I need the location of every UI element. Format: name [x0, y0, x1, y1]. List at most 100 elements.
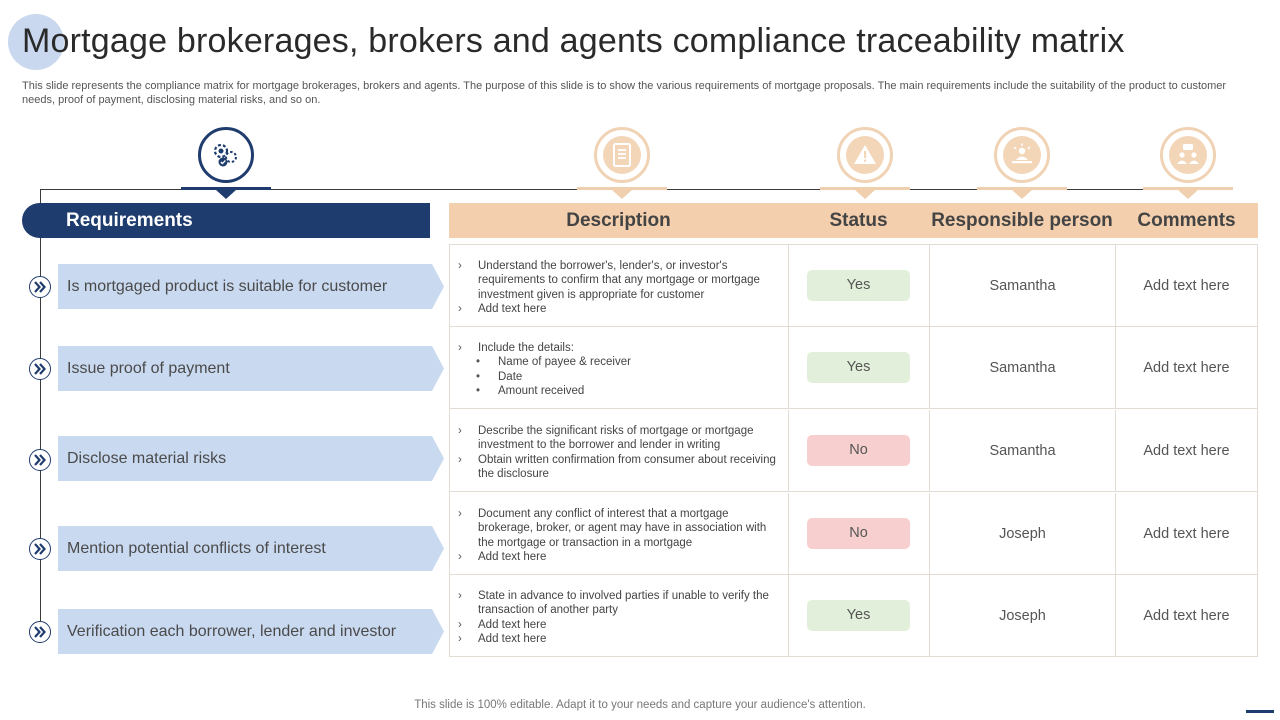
bullet-text: Describe the significant risks of mortga… [478, 425, 754, 452]
table-row: › Document any conflict of interest that … [450, 493, 1257, 575]
bullet-text: Include the details: [478, 342, 574, 354]
requirement-item: Disclose material risks [58, 436, 444, 481]
description-bullet: › Obtain written confirmation from consum… [458, 453, 780, 482]
description-bullet: › Add text here [458, 550, 780, 564]
requirement-shape [58, 609, 444, 654]
status-cell: Yes [789, 327, 930, 409]
person-header: Responsible person [931, 210, 1113, 231]
bullet-marker: • [475, 370, 481, 383]
bullet-text: Add text here [478, 303, 547, 316]
description-pointer [612, 190, 632, 199]
requirement-shape [58, 264, 444, 309]
description-header: Description [566, 210, 671, 231]
description-bullet: › State in advance to involved parties if… [458, 589, 780, 618]
page-subtitle: This slide represents the compliance mat… [22, 80, 1227, 106]
comments-icon-bar [1143, 187, 1233, 190]
status-badge: Yes [807, 352, 910, 383]
corner-accent [1246, 710, 1274, 713]
bullet-marker: › [458, 590, 462, 602]
bullet-marker: › [458, 551, 462, 564]
responsible-person-cell: Samantha [930, 327, 1116, 409]
comment-cell: Add text here [1143, 526, 1230, 542]
requirement-shape [58, 526, 444, 571]
comment-cell: Add text here [1143, 360, 1230, 376]
table-row: › Understand the borrower's, lender's, or… [450, 245, 1257, 327]
matrix-table: › Understand the borrower's, lender's, or… [449, 244, 1258, 657]
chevron-right-icon [29, 449, 51, 471]
table-row: › Describe the significant risks of mortg… [450, 410, 1257, 492]
description-bullet: › Add text here [458, 632, 780, 646]
requirement-label: Verification each borrower, lender and i… [67, 623, 397, 640]
comment-cell: Add text here [1143, 443, 1230, 459]
requirement-item: Mention potential conflicts of interest [58, 526, 444, 571]
bullet-text: Name of payee & receiver [498, 356, 631, 369]
description-cell: › Include the details: • Name of payee & re… [450, 327, 789, 409]
bullet-marker: › [458, 342, 462, 354]
status-badge: Yes [807, 600, 910, 631]
comments-pointer [1178, 190, 1198, 199]
bullet-marker: › [458, 633, 462, 646]
bullet-text: Date [498, 370, 523, 383]
bullet-text: Add text here [478, 633, 547, 646]
description-icon-bar [577, 187, 667, 190]
bullet-text: Document any conflict of interest that a… [478, 508, 767, 549]
description-bullet: › Describe the significant risks of mortg… [458, 424, 780, 453]
bullet-marker: › [458, 508, 462, 520]
status-header: Status [829, 210, 888, 231]
status-badge: No [807, 518, 910, 549]
comments-header: Comments [1137, 210, 1236, 231]
person-pointer [1012, 190, 1032, 199]
requirement-label: Issue proof of payment [67, 360, 230, 377]
status-icon-bar [820, 187, 910, 190]
description-bullet: • Name of payee & receiver [458, 355, 780, 369]
description-cell: › State in advance to involved parties if… [450, 575, 789, 657]
bullet-text: Amount received [498, 385, 585, 398]
warning-icon [837, 127, 893, 183]
responsible-person-cell: Samantha [930, 245, 1116, 327]
bullet-marker: • [475, 385, 481, 398]
description-cell: › Describe the significant risks of mortg… [450, 410, 789, 492]
status-cell: Yes [789, 245, 930, 327]
bullet-marker: › [458, 453, 462, 466]
bullet-text: State in advance to involved parties if … [478, 590, 769, 617]
description-bullet: • Date [458, 370, 780, 384]
compliance-gears-icon [198, 127, 254, 183]
team-icon [1160, 127, 1216, 183]
description-bullet: › Document any conflict of interest that … [458, 507, 780, 550]
status-badge: No [807, 435, 910, 466]
table-header: Description Status Responsible person Co… [449, 203, 1258, 238]
presenter-icon [994, 127, 1050, 183]
status-pointer [855, 190, 875, 199]
description-bullet: • Amount received [458, 384, 780, 398]
status-cell: No [789, 493, 930, 575]
chevron-right-icon [29, 621, 51, 643]
requirement-item: Verification each borrower, lender and i… [58, 609, 444, 654]
description-bullet: › Add text here [458, 302, 780, 316]
bullet-marker: › [458, 260, 462, 272]
responsible-person-cell: Joseph [930, 575, 1116, 657]
chevron-right-icon [29, 538, 51, 560]
bullet-marker: › [458, 425, 462, 437]
requirement-shape [58, 436, 444, 481]
person-icon-bar [977, 187, 1067, 190]
bullet-text: Add text here [478, 618, 547, 631]
requirements-icon-bar [181, 187, 271, 190]
description-bullet: › Add text here [458, 618, 780, 632]
comment-cell: Add text here [1143, 608, 1230, 624]
chevron-right-icon [29, 276, 51, 298]
table-row: › Include the details: • Name of payee & re… [450, 327, 1257, 409]
description-cell: › Understand the borrower's, lender's, or… [450, 245, 789, 327]
requirement-label: Is mortgaged product is suitable for cus… [67, 278, 388, 295]
document-icon [594, 127, 650, 183]
bullet-text: Obtain written confirmation from consume… [478, 453, 776, 481]
bullet-marker: › [458, 618, 462, 631]
requirement-shape [58, 346, 444, 391]
requirements-pointer [216, 190, 236, 199]
bullet-text: Understand the borrower's, lender's, or … [478, 260, 760, 301]
page-title: Mortgage brokerages, brokers and agents … [22, 22, 1125, 60]
responsible-person-cell: Samantha [930, 410, 1116, 492]
bullet-text: Add text here [478, 551, 547, 564]
bullet-marker: • [475, 356, 481, 369]
requirement-label: Disclose material risks [67, 450, 227, 467]
responsible-person-cell: Joseph [930, 493, 1116, 575]
